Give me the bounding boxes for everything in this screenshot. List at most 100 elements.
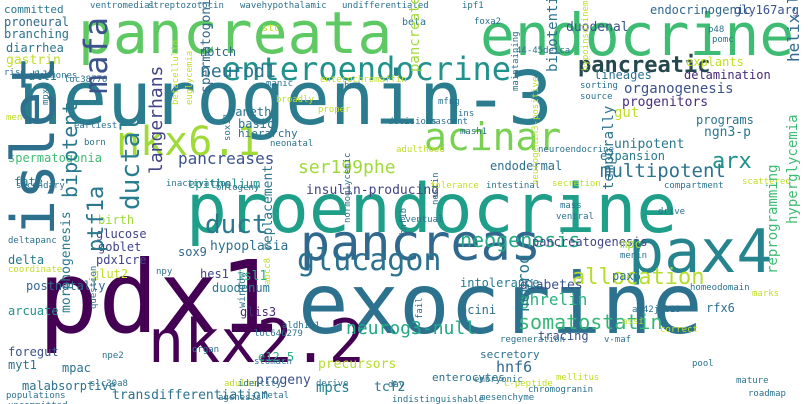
word: transdifferentiation (112, 388, 269, 403)
word: mass (560, 201, 582, 211)
word: pool (692, 359, 714, 369)
word: streptozotocin (148, 1, 224, 11)
word: allocation (572, 265, 705, 290)
word: expansion (600, 149, 666, 163)
word: fetal (262, 391, 290, 401)
word: regeneration (500, 335, 566, 345)
word: coordinate (8, 265, 63, 275)
word: beta (402, 17, 427, 28)
word: loc38776 (64, 75, 108, 85)
word-vertical: question (89, 265, 99, 309)
word: manic (266, 79, 294, 89)
word: exocrine (298, 255, 703, 353)
word-vertical: sox17 (223, 113, 233, 141)
word: acinar (424, 115, 562, 159)
word: precursors (318, 357, 397, 372)
word-vertical: neurod (514, 254, 533, 312)
word: nkx6.1 (116, 119, 261, 165)
word: tcf2 (374, 380, 406, 395)
word: stomach (254, 357, 292, 367)
word: v-maf (604, 335, 632, 345)
word: endocrinogenic (650, 3, 752, 17)
word-vertical: nestin (431, 172, 441, 205)
word: ser199phe (298, 157, 396, 178)
word: assi (622, 317, 644, 327)
word: aldh1b1 (282, 321, 320, 331)
word: glucagon (297, 243, 442, 278)
word: goblet (98, 240, 142, 254)
word-vertical: window (237, 271, 248, 308)
word: deltapanc (8, 236, 57, 246)
word: spermatogonia (8, 151, 102, 165)
word: explants (686, 55, 744, 69)
word: nkx2.2 (148, 307, 365, 377)
word: isl1 (236, 269, 268, 284)
word: embryonic (474, 375, 523, 385)
word: hormones (34, 71, 78, 81)
word: ontogeny (216, 183, 260, 193)
word: glut2 (92, 267, 129, 281)
word: compartment (664, 181, 724, 191)
word: derive (316, 379, 349, 389)
word: scattered (742, 177, 791, 187)
word-vertical: islet (0, 55, 69, 236)
word: pancreas (300, 214, 541, 272)
word: pancreata (78, 0, 393, 67)
word: arx (712, 149, 752, 174)
word: lineages (594, 68, 652, 82)
word: birth (98, 213, 135, 227)
word: unipotent (614, 137, 685, 152)
word: fate (14, 175, 43, 189)
word: organogenesis (624, 81, 734, 97)
word: sox9 (178, 245, 207, 259)
word: gastrin (6, 53, 61, 68)
word: wavehypothalamic (240, 1, 327, 11)
word-vertical: maintaining (511, 31, 521, 91)
word: adulthood (396, 145, 445, 155)
word: marks (752, 289, 780, 299)
word: ghrelin (520, 290, 588, 309)
word: undifferentiated (342, 1, 429, 11)
word: neurog3-null (346, 318, 477, 339)
word: stc (262, 23, 281, 34)
word: glucose (96, 227, 147, 241)
word: proper (318, 105, 351, 115)
word-vertical: bipotent (58, 101, 82, 198)
word: broadly (276, 95, 314, 105)
word: intestinal (486, 181, 541, 191)
word-vertical: replacement (261, 164, 276, 251)
word: slc30a8 (90, 379, 128, 389)
word: 44-45delca (516, 46, 571, 56)
word: neuroendocrine (538, 145, 614, 155)
word: nascent (430, 117, 468, 127)
word-vertical: ductal (116, 116, 146, 210)
word: multipotent (600, 160, 726, 182)
word: endocrine (480, 1, 795, 69)
word: born (84, 138, 106, 148)
word: hnf6 (496, 358, 533, 376)
word: proneural (4, 15, 70, 29)
word: day (388, 380, 405, 390)
word: progenitors (622, 95, 709, 110)
word: mellitus (556, 373, 600, 383)
word: progeny (256, 373, 311, 388)
word: tracing (538, 329, 589, 343)
word: insulin-producing (306, 183, 440, 198)
word: duct (205, 210, 268, 240)
word: paneth (228, 105, 272, 119)
word: endodermal (490, 159, 563, 173)
word: npy (156, 267, 173, 277)
word: mpcs (316, 380, 350, 396)
word: mash1 (460, 127, 488, 137)
word-vertical: pancreatectomy (407, 0, 423, 72)
word: programs (696, 113, 754, 127)
word: source (580, 92, 613, 102)
word: secondary (16, 181, 65, 191)
word-vertical: spermatogonial (199, 0, 214, 93)
word: tolerance (430, 181, 479, 191)
word: branching (4, 27, 70, 41)
word: gly167arg (734, 3, 800, 17)
word-vertical: morphogenesis (59, 211, 74, 313)
word: intolerance (460, 276, 540, 290)
word: organ (192, 345, 220, 355)
